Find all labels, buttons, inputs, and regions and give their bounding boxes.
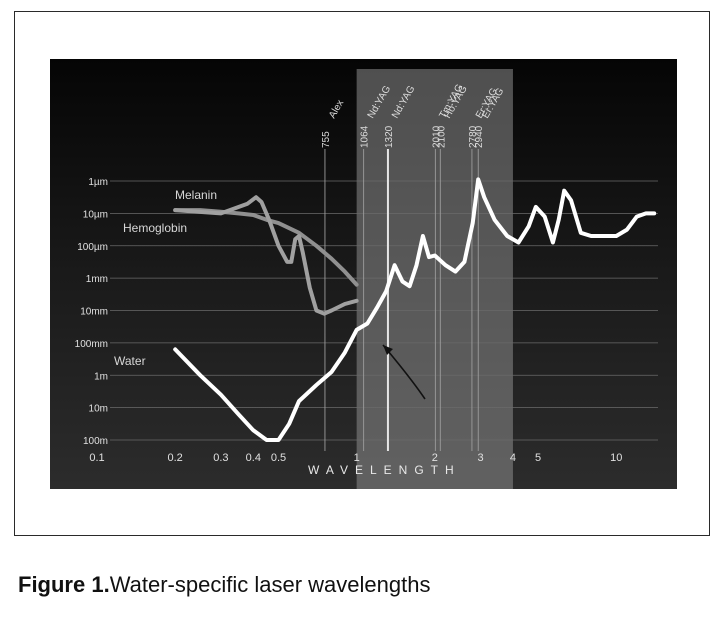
caption-label: Figure 1.	[18, 572, 110, 597]
series-line-hemoglobin	[173, 195, 359, 316]
y-tick-label: 1mm	[86, 274, 108, 285]
y-tick-label: 10µm	[83, 209, 108, 220]
series-line-water	[173, 177, 657, 442]
figure-caption: Figure 1.Water-specific laser wavelength…	[18, 572, 430, 598]
y-tick-label: 100µm	[77, 242, 108, 253]
x-tick-label: 3	[477, 452, 483, 464]
x-tick-label: 0.1	[89, 452, 104, 464]
x-tick-label: 0.5	[271, 452, 286, 464]
series-label-hemoglobin: Hemoglobin	[123, 221, 187, 235]
annotation-arrowhead	[383, 345, 393, 355]
y-tick-label: 10mm	[80, 307, 108, 318]
laser-wavelength-label: 755	[321, 131, 332, 148]
x-axis-title: WAVELENGTH	[308, 463, 461, 477]
y-tick-label: 1µm	[88, 177, 108, 188]
x-tick-label: 0.2	[168, 452, 183, 464]
x-tick-label: 0.4	[246, 452, 261, 464]
y-tick-label: 100mm	[75, 339, 108, 350]
x-tick-label: 0.3	[213, 452, 228, 464]
highlight-band	[356, 69, 513, 489]
chart: 1µm 10µm 100µm 1mm 10mm 100mm 1m 10m 100m 0.1 0.2 0…	[50, 59, 677, 489]
x-tick-label: 1	[354, 452, 360, 464]
caption-text: Water-specific laser wavelengths	[109, 572, 431, 597]
laser-wavelength-label: 2940	[474, 125, 485, 148]
series-label-melanin: Melanin	[175, 188, 217, 202]
x-tick-label: 4	[510, 452, 516, 464]
y-tick-label: 10m	[89, 404, 108, 415]
y-tick-label: 1m	[94, 371, 108, 382]
x-tick-label: 2	[432, 452, 438, 464]
laser-wavelength-label: 1064	[360, 125, 371, 148]
x-tick-label: 10	[610, 452, 622, 464]
laser-wavelength-label: 2010	[431, 125, 442, 148]
chart-svg: 1µm 10µm 100µm 1mm 10mm 100mm 1m 10m 100m 0.1 0.2 0…	[50, 59, 677, 489]
laser-wavelength-label: 2780	[468, 125, 479, 148]
y-tick-label: 100m	[83, 436, 108, 447]
x-tick-label: 5	[535, 452, 541, 464]
figure-frame	[14, 11, 710, 536]
series-label-water: Water	[114, 354, 146, 368]
laser-wavelength-label: 2100	[436, 125, 447, 148]
laser-wavelength-label: 1320	[384, 125, 395, 148]
